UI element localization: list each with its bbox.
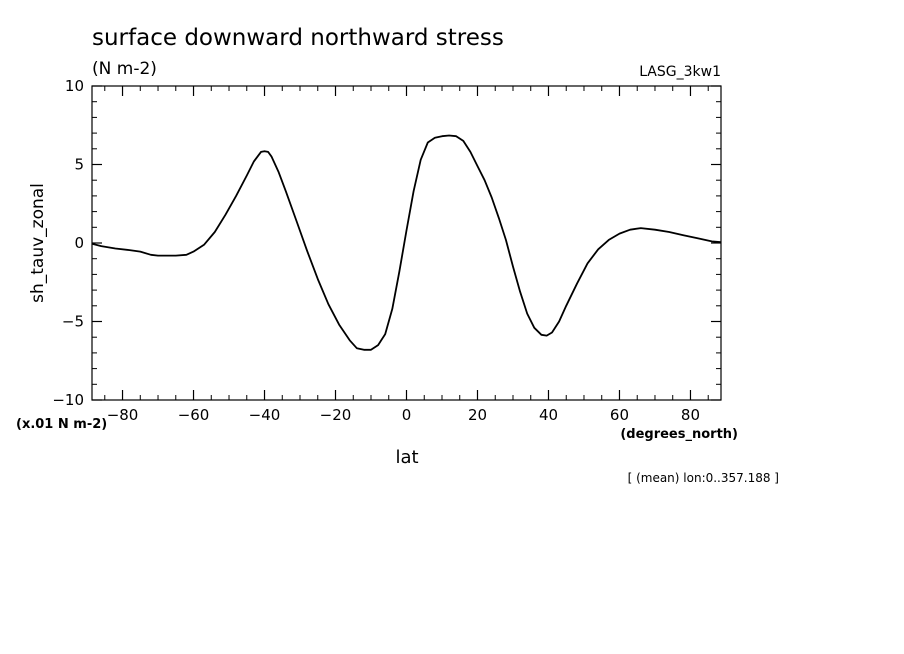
dataset-label: LASG_3kw1 — [639, 64, 721, 80]
x-tick-label: 80 — [681, 406, 700, 424]
x-tick-label: −60 — [178, 406, 210, 424]
x-axis-label: lat — [395, 447, 418, 468]
y-axis-label: sh_tauv_zonal — [28, 183, 48, 303]
series-line — [91, 134, 722, 351]
major-ticks — [92, 85, 721, 401]
x-tick-labels: −80 −60 −40 −20 0 20 40 60 80 — [107, 406, 700, 424]
y-tick-labels: −10 −5 0 5 10 — [52, 77, 84, 409]
y-tick-label: 5 — [74, 156, 84, 174]
y-tick-label: −5 — [62, 313, 84, 331]
minor-ticks — [92, 86, 721, 400]
chart-title: surface downward northward stress — [92, 25, 504, 51]
x-tick-label: −40 — [249, 406, 281, 424]
y-tick-label: −10 — [52, 391, 84, 409]
x-tick-label: −20 — [320, 406, 352, 424]
x-tick-label: 40 — [539, 406, 558, 424]
y-tick-label: 0 — [74, 234, 84, 252]
x-tick-label: 60 — [610, 406, 629, 424]
x-tick-label: 20 — [468, 406, 487, 424]
x-axis-units: (degrees_north) — [620, 427, 738, 442]
plot-area-frame — [91, 85, 722, 401]
y-tick-label: 10 — [65, 77, 84, 95]
y-scale-note: (x.01 N m-2) — [16, 417, 107, 432]
x-tick-label: 0 — [402, 406, 412, 424]
x-tick-label: −80 — [107, 406, 139, 424]
footnote: [ (mean) lon:0..357.188 ] — [628, 471, 779, 485]
chart-subtitle: (N m-2) — [92, 59, 157, 79]
